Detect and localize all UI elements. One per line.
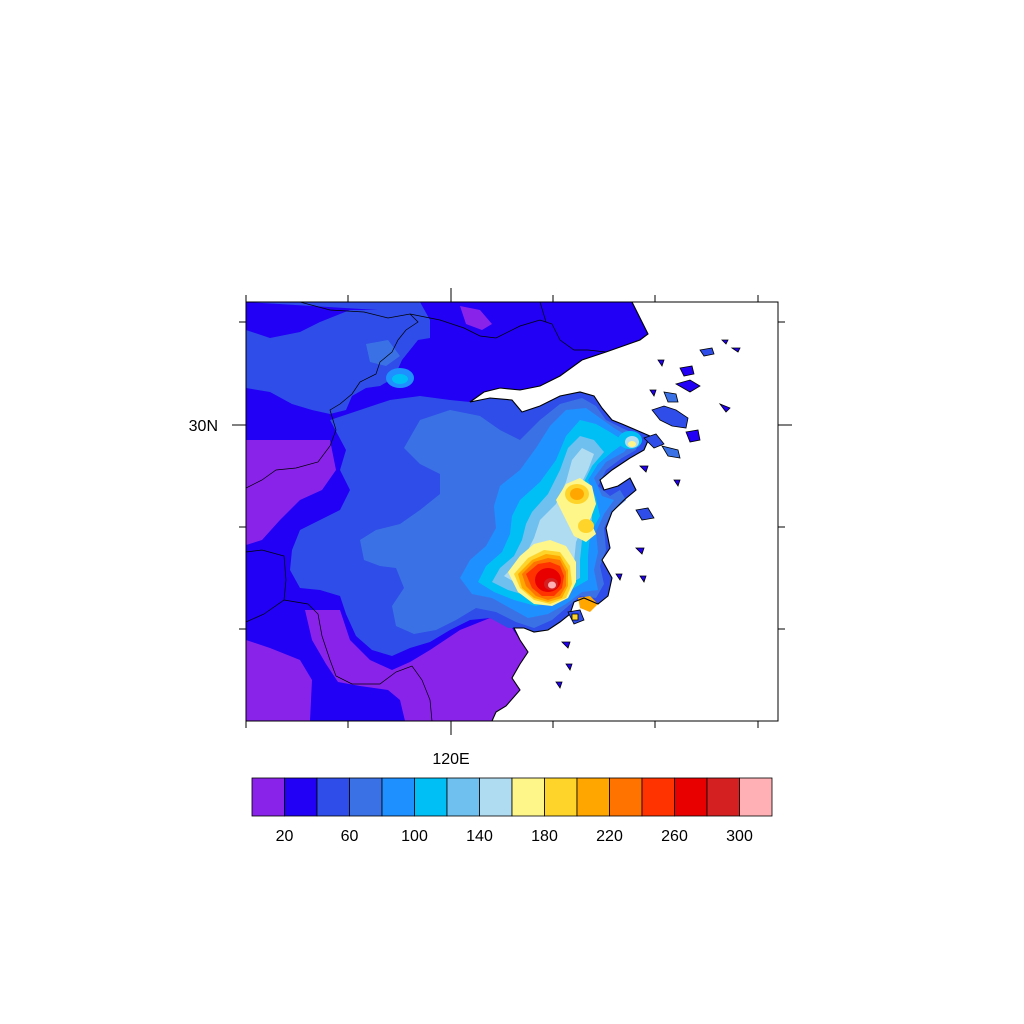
lon-label: 120E (432, 751, 469, 768)
level-20-southwest (246, 640, 312, 721)
level-20-west (246, 440, 336, 545)
level-20-north (460, 306, 492, 330)
colorbar-swatch (381, 777, 415, 817)
colorbar-tick-label: 60 (341, 828, 359, 845)
colorbar-swatch (446, 777, 480, 817)
colorbar-swatch (284, 777, 318, 817)
colorbar-swatch (674, 777, 708, 817)
colorbar-swatch (511, 777, 545, 817)
colorbar-swatch (706, 777, 740, 817)
contour-field (246, 302, 651, 721)
level-220-east (578, 596, 598, 612)
colorbar-tick-label: 260 (661, 828, 688, 845)
plot-area: 30N 120E (189, 288, 792, 768)
colorbar-swatch (349, 777, 383, 817)
level-60-band (246, 302, 430, 414)
colorbar-tick-label: 300 (726, 828, 753, 845)
coastline (469, 302, 651, 721)
colorbar-tick-label: 140 (466, 828, 493, 845)
colorbar-swatch (316, 777, 350, 817)
level-120-ne (392, 374, 408, 384)
colorbar-swatch (251, 777, 285, 817)
plot-frame (245, 301, 779, 722)
islands (555, 339, 741, 689)
lat-label: 30N (189, 418, 218, 435)
colorbar-tick-label: 100 (401, 828, 428, 845)
colorbar-tick-label: 220 (596, 828, 623, 845)
colorbar-swatch (479, 777, 513, 817)
level-180-nw (628, 441, 636, 447)
colorbar-swatch (739, 777, 773, 817)
level-max (548, 581, 556, 589)
level-20-south (305, 610, 528, 721)
level-200-mid (578, 519, 594, 533)
colorbar-swatch (641, 777, 675, 817)
colorbar-tick-label: 20 (276, 828, 294, 845)
province-borders (246, 302, 607, 721)
axis-ticks (232, 288, 792, 735)
level-80-north (366, 340, 400, 366)
level-220-north (570, 488, 584, 500)
colorbar-swatch (414, 777, 448, 817)
colorbar: 20 60 100 140 180 220 260 300 (251, 777, 773, 845)
colorbar-swatch (576, 777, 610, 817)
colorbar-swatch (609, 777, 643, 817)
colorbar-tick-label: 180 (531, 828, 558, 845)
colorbar-swatch (544, 777, 578, 817)
